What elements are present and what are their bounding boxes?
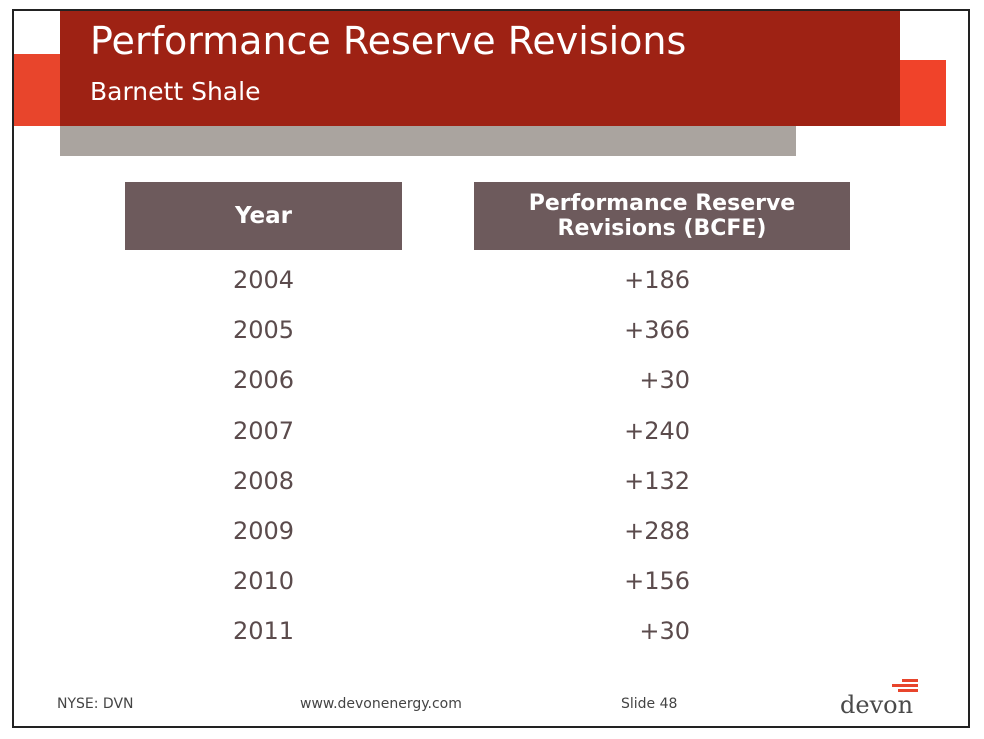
table-row: 2008 +132: [14, 456, 968, 506]
year-cell: 2004: [232, 266, 295, 294]
footer-url[interactable]: www.devonenergy.com: [300, 696, 462, 712]
table-row: 2005 +366: [14, 305, 968, 355]
year-cell: 2011: [232, 617, 295, 646]
table-row: 2009 +288: [14, 506, 968, 556]
revision-cell: +288: [624, 516, 690, 545]
logo-wordmark: devon: [840, 691, 914, 719]
column-header-revisions: Performance Reserve Revisions (BCFE): [474, 182, 850, 250]
title-band: [60, 11, 900, 126]
revision-cell: +30: [639, 366, 690, 395]
revision-cell: +156: [624, 567, 690, 596]
logo-stripes-icon: [892, 679, 918, 692]
footer-slide-number: Slide 48: [621, 696, 678, 712]
devon-logo: devon: [840, 679, 920, 719]
slide-title: Performance Reserve Revisions: [90, 19, 687, 63]
accent-bar-left: [14, 54, 60, 126]
revision-cell: +240: [624, 416, 690, 445]
revision-cell: +186: [624, 266, 690, 294]
revision-cell: +366: [624, 316, 690, 345]
table-row: 2006 +30: [14, 355, 968, 405]
year-cell: 2008: [232, 466, 295, 495]
year-cell: 2006: [232, 366, 295, 395]
slide-subtitle: Barnett Shale: [90, 77, 261, 106]
data-table: 2004 +186 2005 +366 2006 +30 2007 +240 2…: [14, 255, 968, 657]
revision-cell: +132: [624, 466, 690, 495]
footer-ticker: NYSE: DVN: [57, 696, 134, 712]
year-cell: 2009: [232, 516, 295, 545]
year-cell: 2007: [232, 416, 295, 445]
table-row: 2010 +156: [14, 556, 968, 606]
year-cell: 2005: [232, 316, 295, 345]
table-row: 2004 +186: [14, 255, 968, 305]
revision-cell: +30: [639, 617, 690, 646]
slide: Performance Reserve Revisions Barnett Sh…: [12, 9, 970, 728]
year-cell: 2010: [232, 567, 295, 596]
table-row: 2011 +30: [14, 606, 968, 656]
column-header-year: Year: [125, 182, 402, 250]
table-row: 2007 +240: [14, 406, 968, 456]
